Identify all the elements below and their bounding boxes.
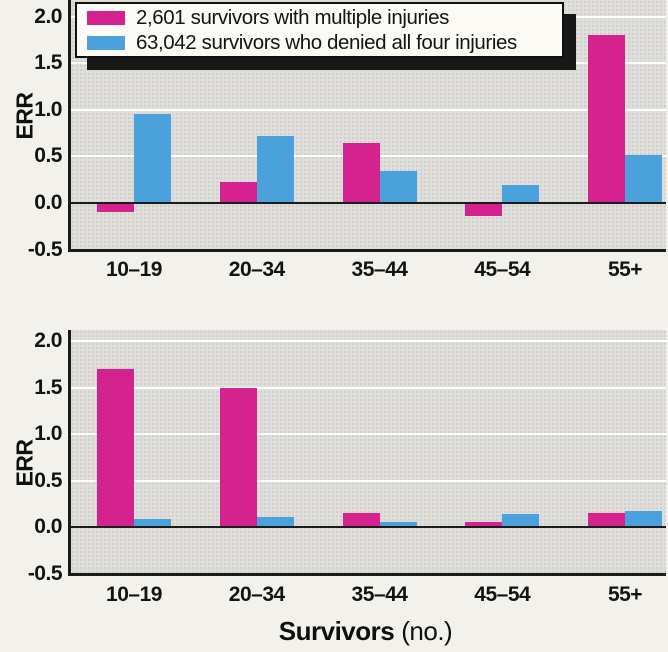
bar-multiple-injuries-45–54 [465,203,503,217]
y-tick-label-1.0: 1.0 [34,422,62,445]
y-tick-label-1.5: 1.5 [34,51,62,75]
bar-denied-injuries-10–19 [134,114,171,203]
x-tick-label-45–54: 45–54 [474,258,531,281]
x-tick-label-55+: 55+ [607,258,643,281]
legend-label-multiple-injuries: 2,601 survivors with multiple injuries [136,5,449,29]
gridline-1.5 [71,62,666,65]
x-tick-label-20–34: 20–34 [228,583,285,606]
x-tick-label-35–44: 35–44 [351,583,408,606]
bar-multiple-injuries-20–34 [219,387,257,527]
x-tick-label-35–44: 35–44 [351,258,408,281]
x-axis-title: Survivors (no.) [68,616,663,647]
bar-multiple-injuries-10–19 [97,368,134,527]
bar-denied-injuries-55+ [625,154,662,203]
gridline-0.5 [71,479,666,482]
bar-denied-injuries-35–44 [379,522,417,527]
x-tick-label-45–54: 45–54 [474,583,531,606]
y-tick-label-1.0: 1.0 [34,97,62,121]
gridline-1.5 [71,386,666,389]
y-tick-label--0.5: -0.5 [27,561,63,585]
bar-multiple-injuries-10–19 [97,203,134,213]
x-tick-label-55+: 55+ [607,583,643,606]
bar-multiple-injuries-55+ [588,35,625,203]
gridline-1.0 [71,433,666,435]
plot-area-bottom [68,330,666,576]
chart-bottom: ERR 10–19 20–34 35–44 45–54 55+ 2.0 1.5 1.0 0.5 0… [0,327,668,652]
y-tick-label-1.5: 1.5 [34,375,62,399]
legend-item-denied-injuries: 63,042 survivors who denied all four inj… [87,31,562,54]
y-tick-label-0.5: 0.5 [34,144,62,168]
x-axis-title-main: Survivors [278,616,395,646]
legend-item-multiple-injuries: 2,601 survivors with multiple injuries [87,6,562,29]
gridline-2.0 [71,340,666,342]
bar-denied-injuries-45–54 [502,185,540,203]
x-axis-title-unit: (no.) [401,616,453,646]
legend: 2,601 survivors with multiple injuries 6… [75,2,564,58]
y-tick-label--0.5: -0.5 [27,237,63,261]
y-tick-label-0.0: 0.0 [34,191,62,214]
x-tick-label-20–34: 20–34 [228,258,285,281]
bar-multiple-injuries-55+ [588,513,625,527]
bar-multiple-injuries-35–44 [342,513,380,527]
bar-denied-injuries-45–54 [502,513,540,527]
bar-denied-injuries-10–19 [134,518,171,527]
bar-multiple-injuries-20–34 [219,181,257,203]
bar-denied-injuries-20–34 [256,516,294,527]
bar-denied-injuries-35–44 [379,171,417,203]
y-tick-label-2.0: 2.0 [34,4,62,28]
y-tick-label-0.0: 0.0 [34,515,62,538]
x-tick-label-10–19: 10–19 [106,583,162,606]
y-tick-label-0.5: 0.5 [34,468,62,492]
bar-multiple-injuries-35–44 [342,143,380,203]
bar-multiple-injuries-45–54 [465,522,503,527]
bar-denied-injuries-55+ [625,511,662,527]
x-tick-label-10–19: 10–19 [106,258,162,281]
zero-baseline [71,202,666,204]
zero-baseline [71,526,666,528]
y-tick-label-2.0: 2.0 [34,329,62,352]
bar-denied-injuries-20–34 [256,135,294,203]
legend-swatch-pink [87,10,125,25]
legend-swatch-blue [87,35,125,50]
gridline-1.0 [71,108,666,111]
legend-label-denied-injuries: 63,042 survivors who denied all four inj… [136,30,517,54]
